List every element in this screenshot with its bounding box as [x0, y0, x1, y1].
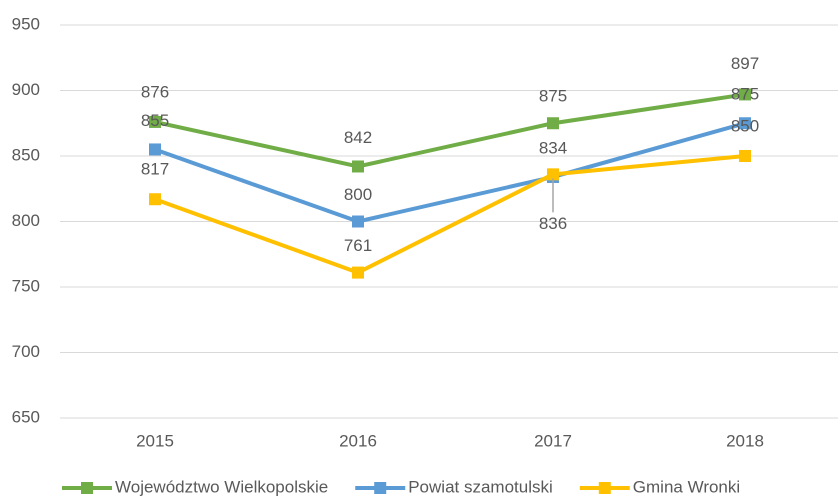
data-point — [547, 168, 559, 181]
data-label: 875 — [539, 87, 567, 106]
data-point — [149, 143, 161, 156]
data-label: 834 — [539, 138, 567, 157]
data-label: 842 — [344, 128, 372, 147]
y-tick-label: 750 — [12, 276, 40, 295]
data-label: 876 — [141, 82, 169, 101]
series-line — [154, 121, 746, 224]
data-label: 850 — [731, 116, 759, 135]
data-point — [739, 117, 751, 130]
data-label: 761 — [344, 236, 372, 255]
data-point — [352, 160, 364, 173]
data-point — [739, 88, 751, 101]
data-label: 897 — [731, 54, 759, 73]
data-point — [149, 193, 161, 206]
data-point — [352, 215, 364, 228]
legend-marker — [81, 482, 93, 494]
legend-marker — [374, 482, 387, 494]
x-tick-label: 2015 — [136, 431, 174, 450]
x-tick-label: 2018 — [726, 431, 764, 450]
legend-label: Powiat szamotulski — [408, 477, 553, 496]
y-tick-label: 950 — [12, 14, 40, 33]
y-tick-label: 850 — [12, 145, 40, 164]
x-tick-label: 2017 — [534, 431, 572, 450]
legend-item: Gmina Wronki — [579, 477, 740, 496]
series-line — [154, 92, 746, 169]
data-label: 855 — [141, 111, 169, 130]
y-tick-label: 700 — [12, 342, 40, 361]
legend-item: Województwo Wielkopolskie — [62, 477, 328, 496]
data-label: 836 — [539, 214, 567, 233]
x-tick-label: 2016 — [339, 431, 377, 450]
data-point — [352, 266, 364, 279]
y-tick-label: 650 — [12, 407, 40, 426]
data-label: 800 — [344, 185, 372, 204]
data-label: 875 — [731, 85, 759, 104]
legend-marker — [598, 482, 611, 494]
data-label: 817 — [141, 160, 169, 179]
data-point — [149, 115, 161, 128]
data-point — [547, 117, 559, 130]
legend-label: Gmina Wronki — [633, 477, 740, 496]
y-tick-label: 800 — [12, 211, 40, 230]
series-line — [154, 154, 746, 275]
legend-item: Powiat szamotulski — [355, 477, 553, 496]
data-point — [739, 150, 751, 162]
legend-label: Województwo Wielkopolskie — [115, 477, 328, 496]
y-tick-label: 900 — [12, 80, 40, 99]
